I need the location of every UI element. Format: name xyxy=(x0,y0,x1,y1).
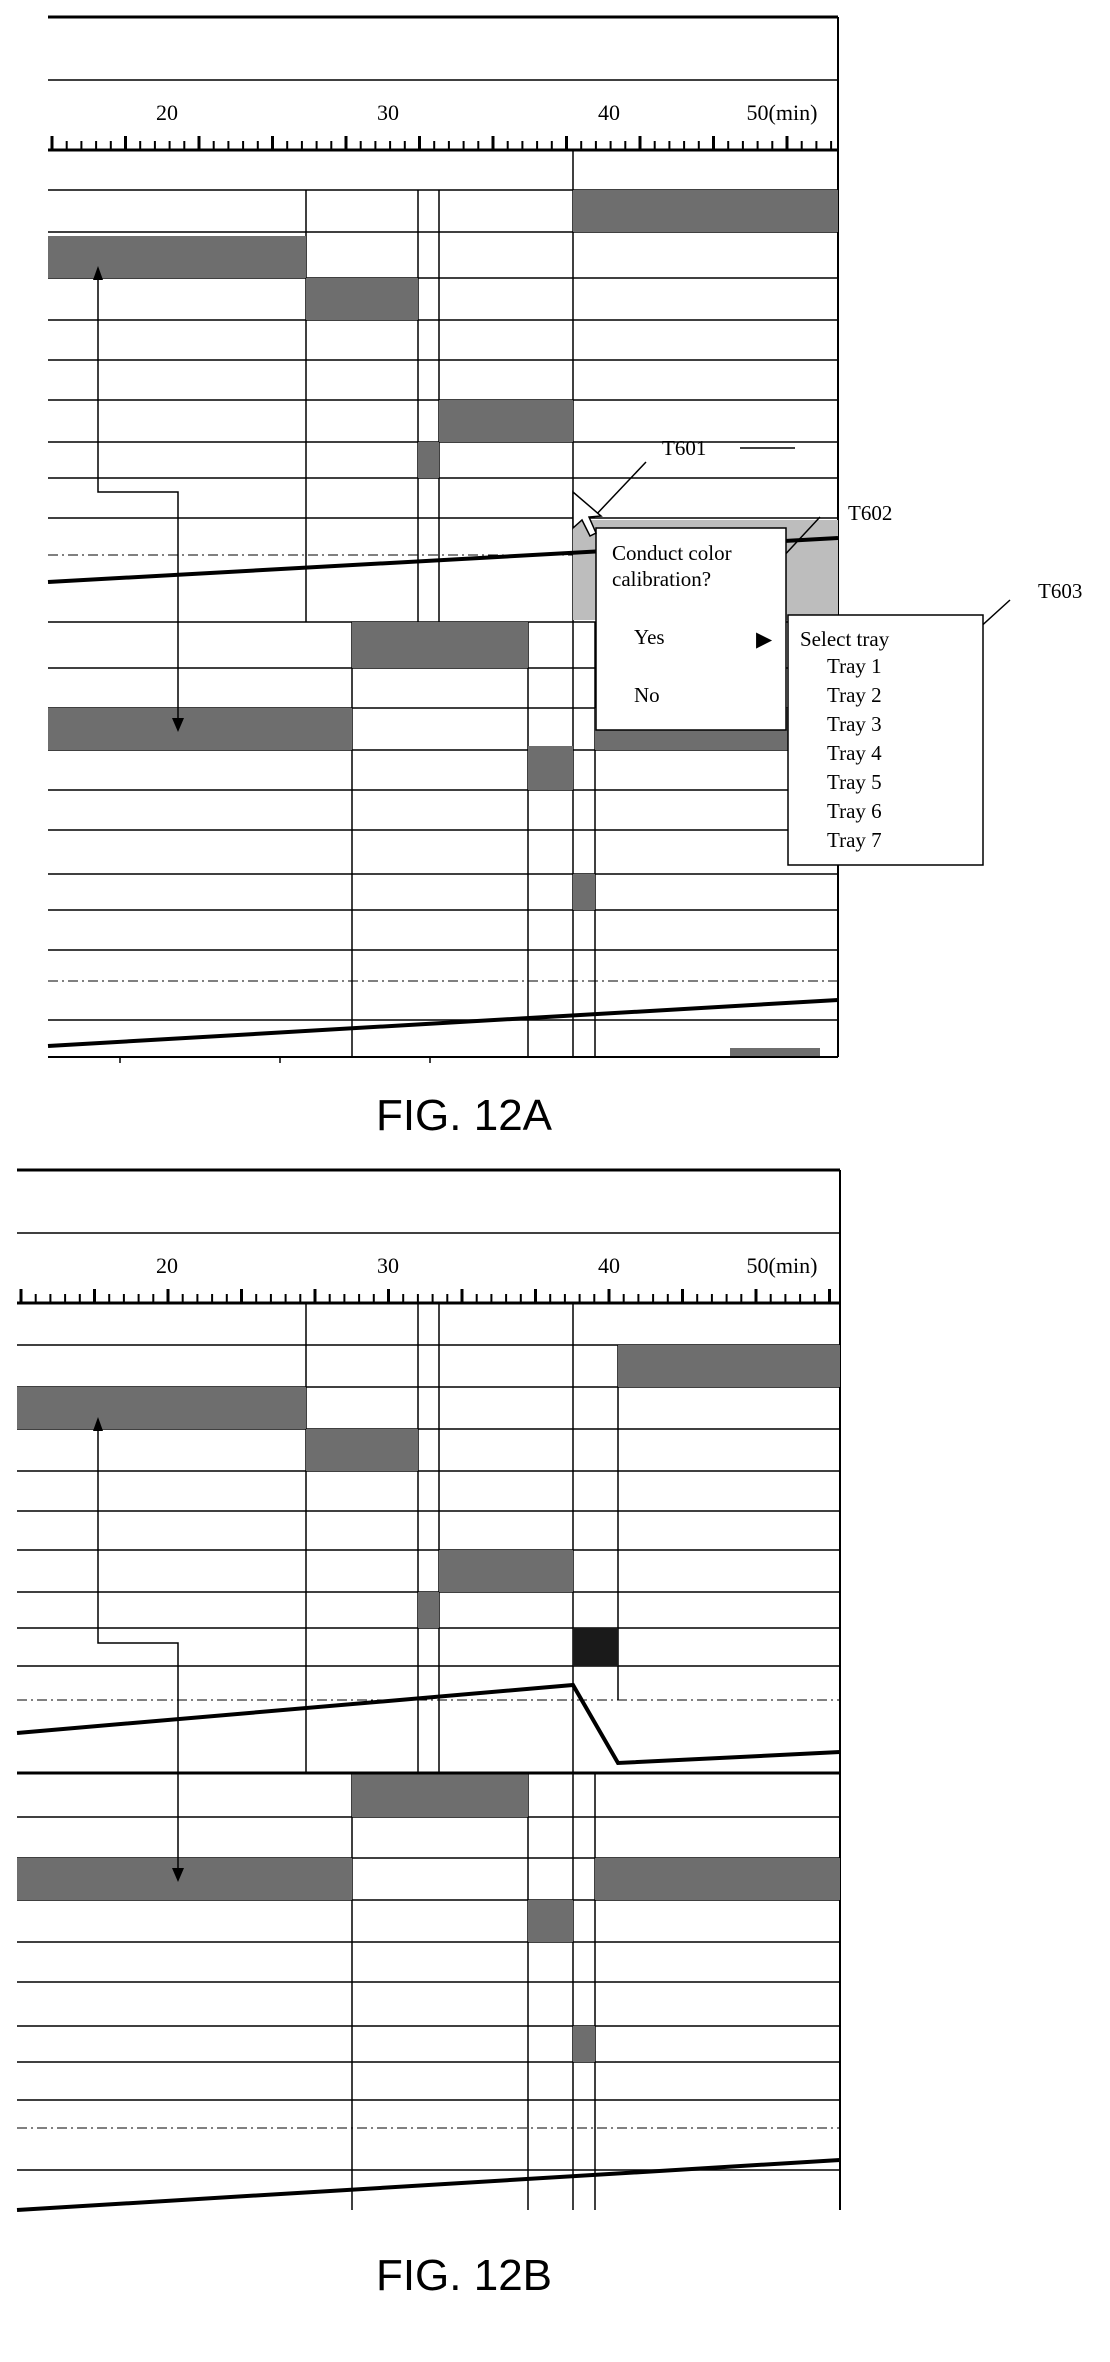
axis-tick-50: 50(min) xyxy=(747,100,818,125)
tray-option[interactable]: Tray 1 xyxy=(827,654,882,678)
axis-tick-30: 30 xyxy=(377,100,399,125)
figure-12a: 20 30 40 50(min) xyxy=(48,17,1082,1140)
trend-line xyxy=(17,2160,840,2210)
gantt-bar xyxy=(573,874,595,910)
tray-option[interactable]: Tray 5 xyxy=(827,770,882,794)
dialog-question-line2: calibration? xyxy=(612,567,711,591)
tray-option[interactable]: Tray 7 xyxy=(827,828,882,852)
callout-t602: T602 xyxy=(848,501,892,525)
callout-leader-t601 xyxy=(593,462,646,518)
time-axis-ticks xyxy=(21,1289,830,1303)
gantt-bar xyxy=(17,1858,352,1900)
axis-tick-20: 20 xyxy=(156,100,178,125)
figure-12b: 20 30 40 50(min) xyxy=(17,1170,840,2300)
tray-option[interactable]: Tray 2 xyxy=(827,683,882,707)
gantt-bar xyxy=(352,622,528,668)
no-option[interactable]: No xyxy=(634,683,660,707)
gantt-bar xyxy=(306,278,418,320)
tray-option[interactable]: Tray 3 xyxy=(827,712,882,736)
gantt-bar xyxy=(48,708,352,750)
axis-tick-40: 40 xyxy=(598,1253,620,1278)
trend-line-with-reset xyxy=(17,1685,840,1763)
gantt-bar xyxy=(528,1900,573,1942)
axis-tick-40: 40 xyxy=(598,100,620,125)
gantt-bar xyxy=(573,2026,595,2062)
gantt-bar xyxy=(17,1387,306,1429)
figure-caption-12b: FIG. 12B xyxy=(376,2251,552,2300)
tray-menu-header: Select tray xyxy=(800,627,890,651)
callout-t603: T603 xyxy=(1038,579,1082,603)
dialog-question-line1: Conduct color xyxy=(612,541,732,565)
tray-select-menu xyxy=(788,615,983,865)
figure-caption-12a: FIG. 12A xyxy=(376,1091,553,1140)
axis-tick-20: 20 xyxy=(156,1253,178,1278)
dependency-arrow xyxy=(93,1417,184,1882)
gantt-bar xyxy=(730,1048,820,1057)
yes-option[interactable]: Yes xyxy=(634,625,665,649)
gantt-bar xyxy=(306,1429,418,1471)
gantt-bar xyxy=(573,190,838,232)
gantt-bar xyxy=(439,1550,573,1592)
tray-option[interactable]: Tray 4 xyxy=(827,741,882,765)
gantt-bar xyxy=(618,1345,840,1387)
callout-t601: T601 xyxy=(662,436,706,460)
gantt-bar xyxy=(418,442,439,478)
gantt-bar xyxy=(439,400,573,442)
gantt-bar-active xyxy=(573,1628,618,1666)
gantt-bar xyxy=(528,746,573,790)
axis-tick-50: 50(min) xyxy=(747,1253,818,1278)
trend-line xyxy=(48,1000,838,1046)
dependency-arrow xyxy=(93,266,184,732)
gantt-bar xyxy=(352,1773,528,1817)
tray-option[interactable]: Tray 6 xyxy=(827,799,882,823)
axis-tick-30: 30 xyxy=(377,1253,399,1278)
gantt-bar xyxy=(418,1592,439,1628)
gantt-bar xyxy=(48,236,306,278)
submenu-arrow-icon: ▶ xyxy=(756,627,773,651)
gantt-bar xyxy=(595,1858,840,1900)
time-axis-ticks xyxy=(52,136,831,150)
